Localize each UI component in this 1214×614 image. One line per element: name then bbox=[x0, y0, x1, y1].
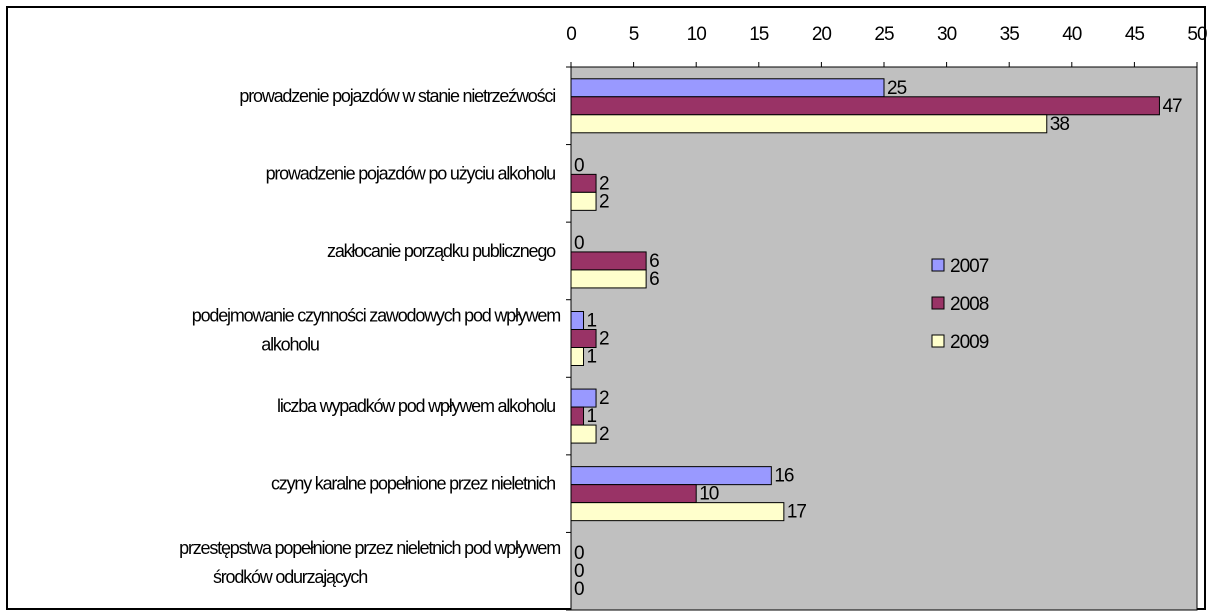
bar-2008 bbox=[570, 484, 697, 504]
data-label: 0 bbox=[574, 543, 584, 564]
category-label: prowadzenie pojazdów w stanie nietrzeźwo… bbox=[239, 86, 555, 106]
x-tick-label: 40 bbox=[1062, 24, 1082, 45]
x-tick-label: 5 bbox=[629, 24, 639, 45]
x-tick-label: 45 bbox=[1125, 24, 1145, 45]
category-label: zakłocanie porządku publicznego bbox=[327, 241, 556, 261]
bar-2008 bbox=[570, 406, 585, 426]
data-label: 0 bbox=[574, 233, 584, 254]
x-tick-label: 25 bbox=[874, 24, 894, 45]
x-tick-label: 20 bbox=[812, 24, 832, 45]
bar-2008 bbox=[570, 96, 1160, 116]
bar-2008 bbox=[570, 251, 647, 271]
data-label: 1 bbox=[587, 406, 597, 427]
data-label: 1 bbox=[587, 347, 597, 368]
bar-2009 bbox=[570, 269, 647, 289]
category-label: czyny karalne popełnione przez nieletnic… bbox=[271, 474, 555, 494]
data-label: 25 bbox=[887, 78, 907, 99]
data-label: 2 bbox=[599, 173, 609, 194]
data-label: 6 bbox=[649, 251, 659, 272]
x-tick-label: 0 bbox=[566, 24, 576, 45]
data-label: 16 bbox=[774, 466, 794, 487]
category-label: prowadzenie pojazdów po użyciu alkoholu bbox=[266, 163, 556, 183]
bar-2009 bbox=[570, 502, 785, 522]
bar-2007 bbox=[570, 466, 772, 486]
data-label: 1 bbox=[587, 311, 597, 332]
bar-2009 bbox=[570, 191, 597, 211]
legend-label: 2007 bbox=[950, 256, 989, 277]
data-label: 17 bbox=[787, 502, 807, 523]
bar-2008 bbox=[570, 173, 597, 193]
category-label-continued: środków odurzających bbox=[213, 567, 367, 587]
plot-area bbox=[570, 66, 1198, 611]
category-label: przestępstwa popełnione przez nieletnich… bbox=[179, 538, 560, 558]
legend-swatch-2008 bbox=[931, 296, 945, 310]
legend-label: 2008 bbox=[950, 294, 989, 315]
data-label: 0 bbox=[574, 561, 584, 582]
data-label: 38 bbox=[1050, 114, 1070, 135]
x-tick-label: 15 bbox=[749, 24, 769, 45]
data-label: 2 bbox=[599, 191, 609, 212]
category-label: podejmowanie czynności zawodowych pod wp… bbox=[192, 306, 560, 326]
data-label: 10 bbox=[699, 484, 719, 505]
data-label: 0 bbox=[574, 155, 584, 176]
category-label: liczba wypadków pod wpływem alkoholu bbox=[277, 396, 555, 416]
category-label-continued: alkoholu bbox=[261, 335, 319, 355]
legend-swatch-2007 bbox=[931, 258, 945, 272]
bar-2007 bbox=[570, 78, 885, 98]
bar-2007 bbox=[570, 388, 597, 408]
legend-label: 2009 bbox=[950, 332, 989, 353]
x-tick-label: 35 bbox=[1000, 24, 1020, 45]
data-label: 2 bbox=[599, 329, 609, 350]
data-label: 2 bbox=[599, 424, 609, 445]
bar-2007 bbox=[570, 311, 585, 330]
data-label: 0 bbox=[574, 579, 584, 600]
bar-2009 bbox=[570, 424, 597, 444]
x-tick-label: 30 bbox=[937, 24, 957, 45]
x-tick-label: 10 bbox=[687, 24, 707, 45]
bar-2009 bbox=[570, 114, 1048, 134]
data-label: 6 bbox=[649, 269, 659, 290]
x-tick-label: 50 bbox=[1187, 24, 1207, 45]
legend-swatch-2009 bbox=[931, 334, 945, 348]
data-label: 47 bbox=[1162, 96, 1182, 117]
data-label: 2 bbox=[599, 388, 609, 409]
bar-2009 bbox=[570, 347, 585, 366]
bar-2008 bbox=[570, 329, 597, 348]
